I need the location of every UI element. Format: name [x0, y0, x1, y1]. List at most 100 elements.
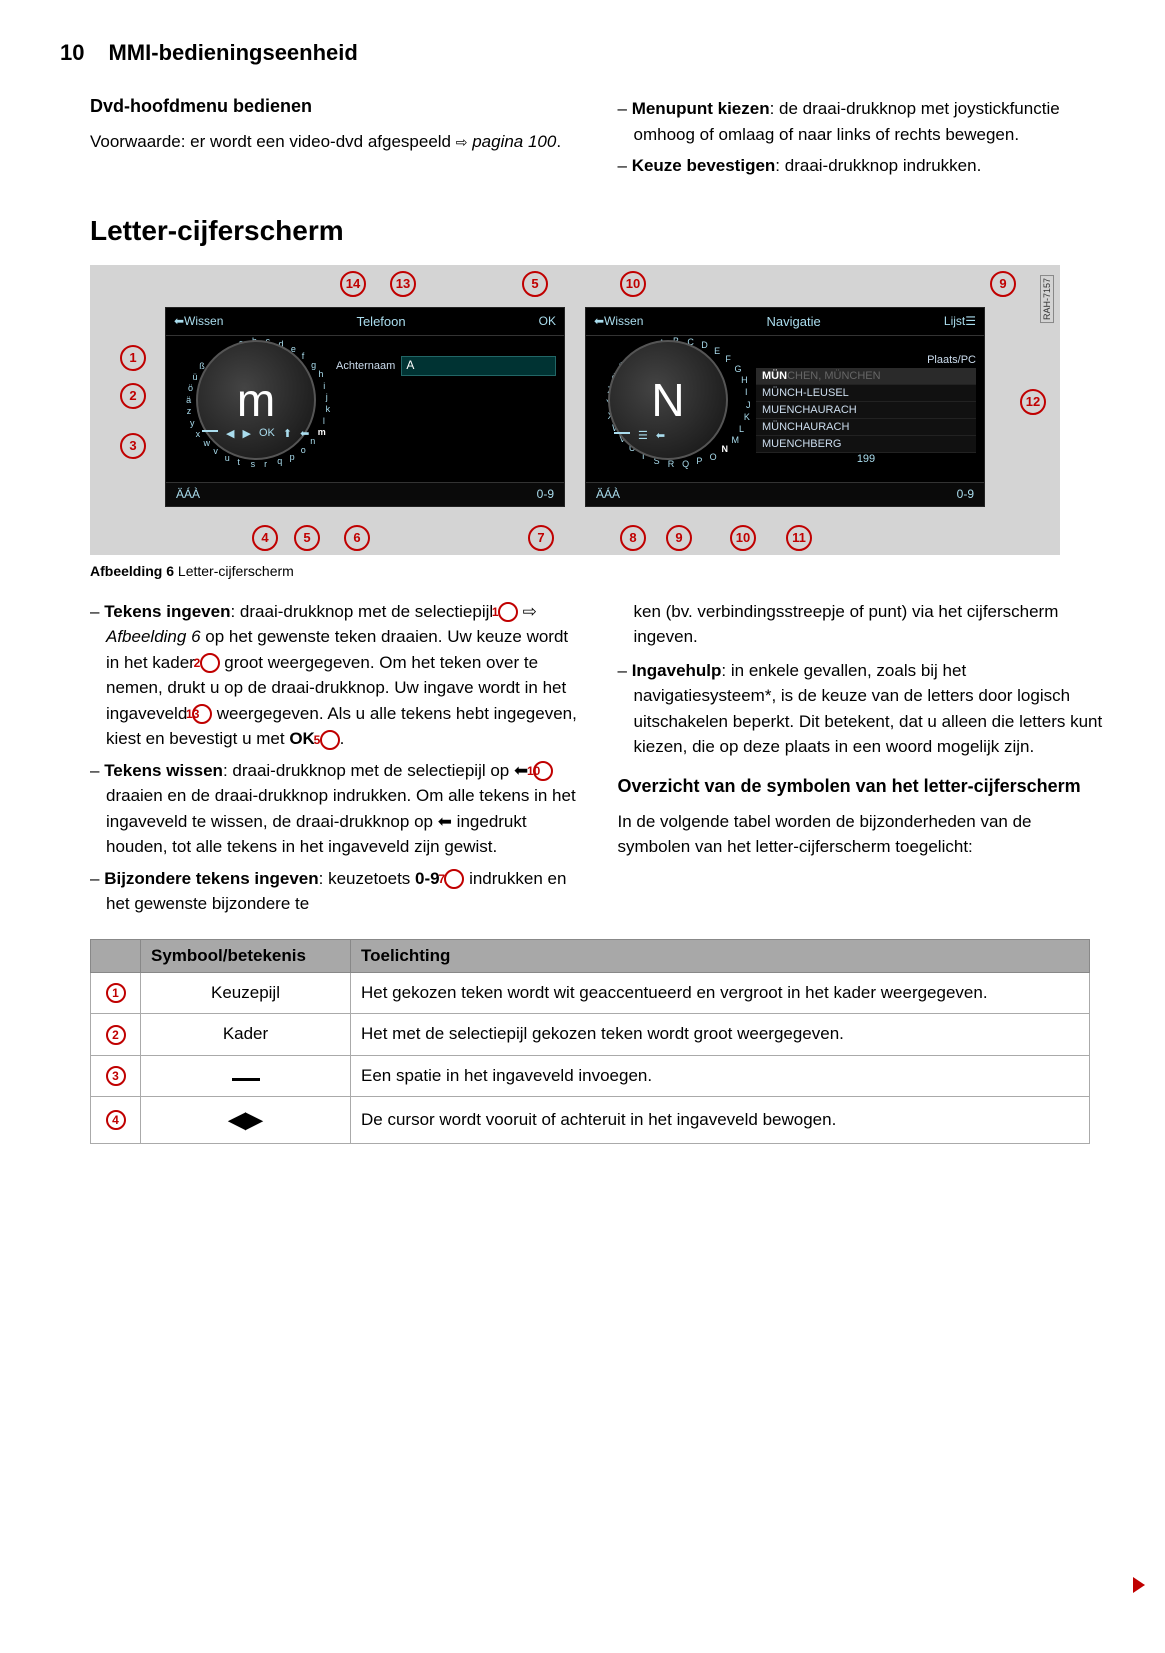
- row-explanation-cell: Het met de selectiepijl gekozen teken wo…: [351, 1014, 1090, 1056]
- ring-letter: ü: [192, 372, 197, 382]
- li1-arrow: ⇨: [518, 602, 537, 621]
- space-icon: [202, 430, 218, 432]
- dvd-paragraph: Voorwaarde: er wordt een video-dvd afges…: [90, 129, 578, 155]
- s2-symbol-row: ☰ ⬅: [614, 429, 665, 442]
- table-row: 2 KaderHet met de selectiepijl gekozen te…: [91, 1014, 1090, 1056]
- s1-bottom-right: 0-9: [537, 487, 554, 501]
- row-symbol-cell: Keuzepijl: [141, 972, 351, 1014]
- callout-13: 13: [390, 271, 416, 297]
- ring-letter: F: [725, 354, 731, 364]
- body-tekens-ingeven: – Tekens ingeven: draai-drukknop met de …: [90, 599, 578, 752]
- space-symbol-icon: [232, 1071, 260, 1081]
- s2-wissen: ⬅Wissen: [594, 314, 643, 328]
- li3-09: 0-9: [415, 869, 440, 888]
- menupunt-bold: Menupunt kiezen: [632, 99, 770, 118]
- s1-ok-sym: OK: [259, 427, 275, 439]
- body-ingavehulp: – Ingavehulp: in enkele gevallen, zoals …: [618, 658, 1106, 760]
- callout-5-top: 5: [522, 271, 548, 297]
- page-header: 10 MMI-bedieningseenheid: [60, 40, 1105, 66]
- table-row: 1KeuzepijlHet gekozen teken wordt wit ge…: [91, 972, 1090, 1014]
- result-item: MUENCHAURACH: [756, 402, 976, 419]
- subheading-overzicht: Overzicht van de symbolen van het letter…: [618, 776, 1106, 797]
- li1-figref: Afbeelding 6: [106, 627, 201, 646]
- dvd-heading: Dvd-hoofdmenu bedienen: [90, 96, 578, 117]
- chapter-title: MMI-bedieningseenheid: [108, 40, 357, 66]
- dvd-page-ref: pagina 100: [472, 132, 556, 151]
- callout-1: 1: [120, 345, 146, 371]
- ring-letter: O: [710, 452, 717, 462]
- keuze-bold: Keuze bevestigen: [632, 156, 776, 175]
- ring-letter: J: [746, 400, 751, 410]
- ring-letter: r: [264, 459, 267, 469]
- th-symbool: Symbool/betekenis: [141, 939, 351, 972]
- ring-letter: ö: [188, 383, 193, 393]
- th-empty: [91, 939, 141, 972]
- s2-dial: N: [608, 340, 728, 460]
- symbol-table: Symbool/betekenis Toelichting 1Keuzepijl…: [90, 939, 1090, 1145]
- row-symbol-cell: Kader: [141, 1014, 351, 1056]
- ring-letter: n: [310, 436, 315, 446]
- s1-symbol-row: ◀ ▶ OK ⬆ ⬅: [202, 427, 309, 440]
- s2-count: 199: [756, 453, 976, 465]
- ring-letter: P: [696, 456, 702, 466]
- row-num-cell: 2: [91, 1014, 141, 1056]
- callout-11: 11: [786, 525, 812, 551]
- back-arrow-icon: ⬅: [438, 812, 452, 831]
- callout-7: 7: [528, 525, 554, 551]
- screen-telefoon: ⬅Wissen Telefoon OK abcdefghijklmnopqrst…: [165, 307, 565, 507]
- ref-5-icon: 5: [320, 730, 340, 750]
- result-item: MÜNCHEN, MÜNCHEN: [756, 368, 976, 385]
- ring-letter: K: [744, 412, 750, 422]
- callout-12: 12: [1020, 389, 1046, 415]
- ring-letter: G: [734, 364, 741, 374]
- continuation-triangle-icon: [1133, 1577, 1145, 1593]
- callout-9-bottom: 9: [666, 525, 692, 551]
- ring-letter: Q: [682, 459, 689, 469]
- s1-wissen: ⬅Wissen: [174, 314, 223, 328]
- li1-dot: .: [340, 729, 345, 748]
- ring-letter: N: [722, 444, 729, 454]
- callout-4: 4: [252, 525, 278, 551]
- ring-letter: x: [196, 429, 201, 439]
- arrow-up-icon: ⬆: [283, 427, 292, 440]
- ring-letter: m: [318, 427, 326, 437]
- callout-9-top: 9: [990, 271, 1016, 297]
- ring-letter: p: [290, 452, 295, 462]
- row-symbol-cell: [141, 1055, 351, 1097]
- ring-letter: ä: [186, 395, 191, 405]
- li3-t1: : keuzetoets: [319, 869, 415, 888]
- figure-caption: Afbeelding 6 Letter-cijferscherm: [90, 563, 1105, 579]
- back-arrow-icon: ⬅: [656, 429, 665, 442]
- s2-bottom-left: ÄÁÀ: [596, 487, 620, 501]
- figcap-text: Letter-cijferscherm: [174, 563, 294, 579]
- r1-bold: Ingavehulp: [632, 661, 722, 680]
- ring-letter: I: [745, 387, 748, 397]
- ring-letter: i: [323, 381, 325, 391]
- rah-label: RAH-7157: [1040, 275, 1054, 323]
- body-r0: ken (bv. verbindingsstreepje of punt) vi…: [618, 599, 1106, 650]
- s1-ok: OK: [539, 314, 556, 328]
- body-bijzondere: – Bijzondere tekens ingeven: keuzetoets …: [90, 866, 578, 917]
- ring-letter: t: [237, 457, 240, 467]
- callout-5-bottom: 5: [294, 525, 320, 551]
- result-item: MÜNCHAURACH: [756, 419, 976, 436]
- result-item: MÜNCH-LEUSEL: [756, 385, 976, 402]
- space-icon: [614, 432, 630, 434]
- callout-10-bottom: 10: [730, 525, 756, 551]
- result-item: MUENCHBERG: [756, 436, 976, 453]
- ref-2-icon: 2: [200, 653, 220, 673]
- row-num-icon: 2: [106, 1025, 126, 1045]
- s2-results-label: Plaats/PC: [756, 354, 976, 366]
- keuze-text: : draai-drukknop indrukken.: [775, 156, 981, 175]
- ring-letter: g: [311, 360, 316, 370]
- ref-1-icon: 1: [498, 602, 518, 622]
- ring-letter: w: [204, 438, 211, 448]
- ring-letter: M: [731, 435, 739, 445]
- s1-bottom-left: ÄÁÀ: [176, 487, 200, 501]
- s2-results: Plaats/PC MÜNCHEN, MÜNCHENMÜNCH-LEUSELMU…: [756, 354, 976, 465]
- s1-dial: m: [196, 340, 316, 460]
- link-arrow-icon: ⇨: [456, 134, 468, 150]
- screen-navigatie: ⬅Wissen Navigatie Lijst☰ ABCDEFGHIJKLMNO…: [585, 307, 985, 507]
- ring-letter: H: [741, 375, 748, 385]
- li3-bold: Bijzondere tekens ingeven: [104, 869, 318, 888]
